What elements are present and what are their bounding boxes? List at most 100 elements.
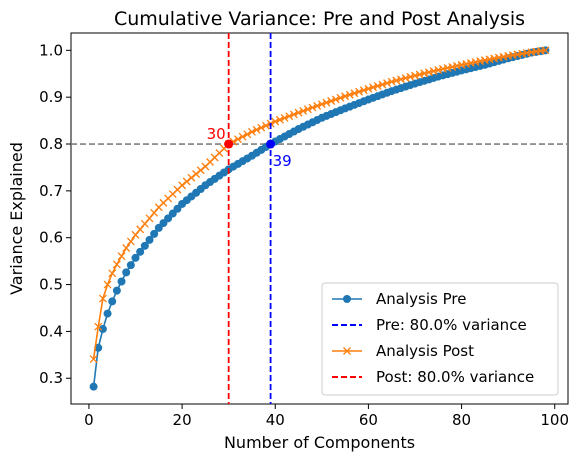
data-point (471, 58, 480, 67)
data-point (364, 84, 373, 93)
data-point (415, 70, 424, 79)
data-point (145, 235, 154, 244)
data-point (420, 69, 429, 78)
data-point (373, 81, 382, 90)
x-tick-label: 80 (452, 411, 471, 429)
plot-area: 0 20 40 60 80 100 0.3 0.4 0.5 0.6 0.7 0.8 0.9 1.0 39 30 (39, 32, 569, 429)
data-point (238, 132, 247, 141)
data-point (355, 87, 364, 96)
data-point (369, 83, 378, 92)
data-point (252, 125, 261, 134)
data-point (108, 269, 117, 278)
data-point (359, 86, 368, 95)
data-point (234, 135, 242, 144)
series-analysis-post (89, 46, 550, 363)
data-point (434, 66, 443, 74)
data-point (248, 127, 256, 136)
data-point (322, 98, 331, 107)
data-point (136, 247, 145, 256)
legend-item: Analysis Post (332, 342, 474, 360)
data-point (98, 294, 107, 303)
data-point (299, 106, 308, 115)
data-point (411, 71, 419, 80)
x-tick-label: 20 (173, 411, 192, 429)
data-point (140, 241, 149, 250)
data-point (271, 117, 280, 126)
data-point (331, 95, 340, 104)
x-axis-label: Number of Components (224, 433, 415, 452)
data-point (327, 97, 336, 105)
data-point (294, 108, 303, 117)
data-point (303, 105, 312, 114)
data-point (443, 63, 452, 72)
x-tick-label: 0 (84, 411, 94, 429)
data-point (397, 75, 405, 84)
y-tick-label: 0.8 (39, 135, 63, 153)
data-point (103, 280, 112, 289)
legend-item: Analysis Pre (332, 290, 466, 308)
data-point (117, 252, 126, 261)
data-point (89, 355, 98, 363)
legend-item: Post: 80.0% variance (332, 368, 534, 386)
data-point (308, 103, 317, 112)
data-point (122, 244, 131, 252)
data-point (257, 123, 266, 132)
data-point (98, 325, 107, 334)
data-point (345, 90, 354, 99)
legend-label: Analysis Pre (376, 290, 466, 308)
data-point (401, 74, 410, 83)
legend: Analysis Pre Pre: 80.0% variance Analysis … (321, 282, 559, 396)
legend-box (321, 282, 559, 396)
data-point (462, 59, 471, 68)
data-point (289, 110, 298, 119)
data-point (341, 92, 350, 101)
data-point (280, 114, 289, 122)
data-point (448, 62, 457, 71)
data-point (541, 46, 550, 55)
data-point (313, 101, 322, 110)
y-axis-label: Variance Explained (7, 142, 26, 295)
data-point (131, 253, 140, 262)
legend-label: Pre: 80.0% variance (376, 316, 527, 334)
data-point (243, 130, 252, 139)
data-point (122, 268, 131, 277)
data-point (317, 100, 326, 109)
data-point (466, 59, 475, 67)
legend-label: Post: 80.0% variance (376, 368, 534, 386)
data-point (261, 121, 270, 130)
y-tick-label: 1.0 (39, 41, 63, 59)
data-point (438, 65, 447, 73)
data-point (457, 60, 466, 69)
data-point (336, 93, 345, 102)
data-point (94, 322, 103, 331)
legend-label: Analysis Post (376, 342, 474, 360)
y-tick-label: 0.6 (39, 229, 63, 247)
data-point (275, 115, 284, 124)
annotation-post-components: 30 (207, 125, 226, 143)
data-point (387, 77, 396, 86)
y-tick-label: 0.4 (39, 322, 63, 340)
legend-marker (343, 295, 351, 303)
data-point (89, 382, 98, 391)
data-point (150, 229, 159, 238)
data-point (378, 80, 387, 89)
data-point (285, 112, 294, 121)
chart-title: Cumulative Variance: Pre and Post Analys… (114, 8, 525, 30)
data-point (476, 57, 485, 66)
y-tick-label: 0.9 (39, 88, 63, 106)
annotation-pre-components: 39 (273, 152, 292, 170)
data-point (392, 76, 401, 85)
data-point (112, 286, 121, 295)
data-point (452, 61, 461, 70)
data-point (429, 67, 438, 76)
x-tick-label: 40 (266, 411, 285, 429)
pre-threshold-point (266, 139, 276, 149)
legend-item: Pre: 80.0% variance (332, 316, 527, 334)
data-point (383, 79, 391, 88)
plot-frame (70, 32, 569, 405)
data-point (350, 89, 359, 98)
data-point (425, 68, 433, 77)
y-tick-label: 0.7 (39, 182, 63, 200)
data-point (126, 261, 135, 270)
